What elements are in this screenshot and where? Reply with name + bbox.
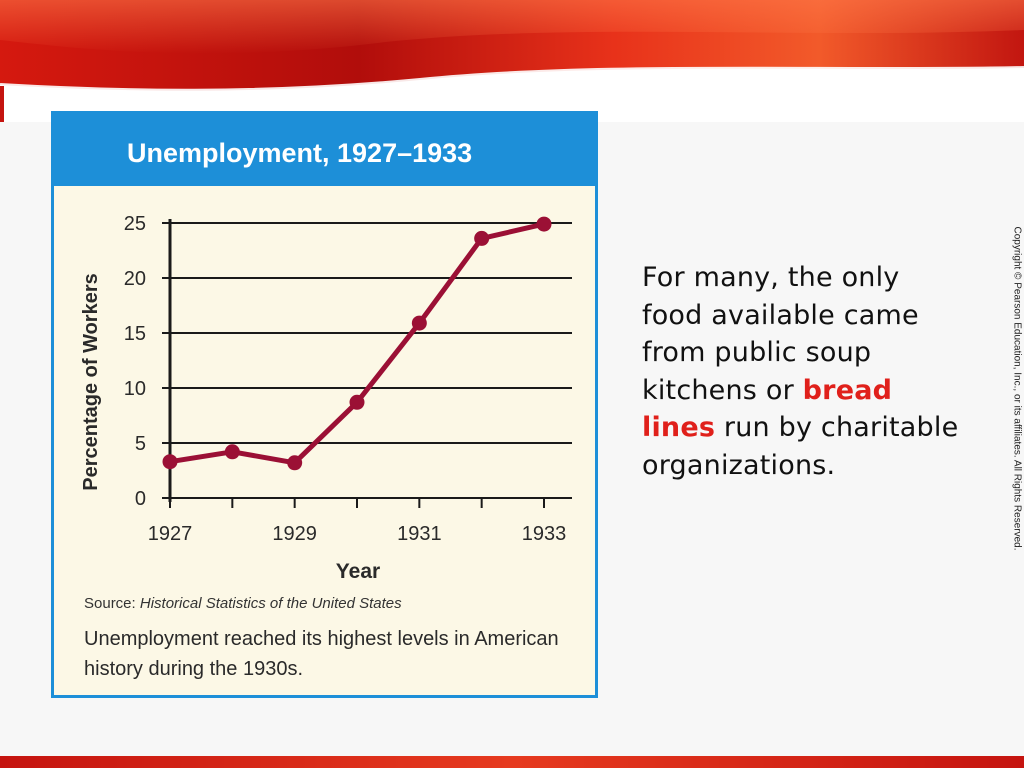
bottom-bar — [0, 756, 1024, 768]
x-tick-label: 1927 — [148, 523, 193, 545]
data-point-1928 — [224, 444, 240, 460]
axes — [162, 219, 545, 508]
y-axis-label: Percentage of Workers — [80, 273, 102, 491]
chart-panel: Unemployment, 1927–1933 0 5 10 15 20 25 1927 19… — [51, 111, 598, 698]
source-title: Historical Statistics of the United Stat… — [139, 595, 402, 612]
y-tick-label: 25 — [124, 213, 146, 235]
y-tick-label: 5 — [135, 433, 146, 455]
copyright-text: Copyright © Pearson Education, Inc., or … — [1011, 226, 1023, 551]
y-tick-label: 10 — [124, 378, 146, 400]
data-point-1927 — [162, 454, 178, 470]
x-tick-label: 1929 — [272, 523, 317, 545]
source-note: Source: Historical Statistics of the Uni… — [84, 595, 402, 612]
data-points — [162, 216, 552, 471]
grid-lines — [170, 222, 572, 499]
body-text-before: For many, the only food available came f… — [642, 262, 919, 406]
line-chart: 0 5 10 15 20 25 1927 1929 1931 1933 Percentage of… — [80, 213, 572, 583]
x-axis-label: Year — [336, 560, 380, 583]
body-text-after: run by charitable organizations. — [642, 412, 959, 481]
body-paragraph: For many, the only food available came f… — [642, 259, 962, 484]
x-tick-label: 1933 — [522, 523, 567, 545]
copyright-notice: Copyright © Pearson Education, Inc., or … — [1010, 200, 1024, 580]
data-point-1932 — [474, 230, 490, 246]
y-tick-label: 0 — [135, 488, 146, 510]
chart-caption: Unemployment reached its highest levels … — [84, 628, 559, 680]
chart-title: Unemployment, 1927–1933 — [54, 114, 595, 186]
series-line — [169, 221, 545, 466]
data-point-1933 — [536, 216, 552, 232]
top-banner — [0, 0, 1024, 122]
data-point-1931 — [411, 315, 427, 331]
y-tick-label: 15 — [124, 323, 146, 345]
x-tick-label: 1931 — [397, 523, 442, 545]
data-point-1930 — [349, 394, 365, 410]
source-label: Source: — [84, 595, 136, 612]
y-tick-label: 20 — [124, 268, 146, 290]
key-term: bread lines — [642, 374, 893, 444]
data-point-1929 — [287, 455, 303, 471]
tick-labels: 0 5 10 15 20 25 1927 1929 1931 1933 — [124, 213, 567, 545]
